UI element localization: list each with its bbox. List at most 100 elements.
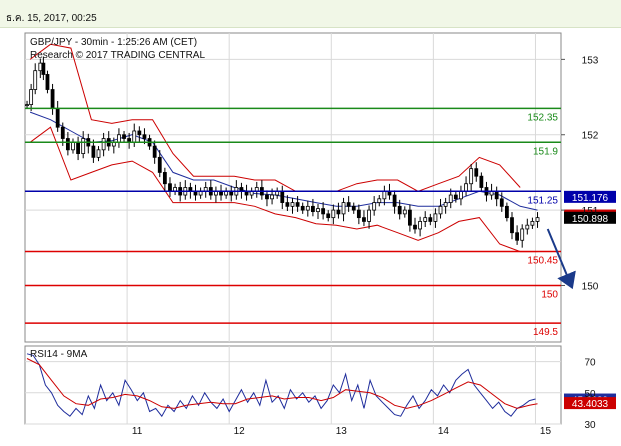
- candle-body: [76, 141, 80, 154]
- price-grid: [25, 33, 561, 342]
- candle-body: [418, 221, 423, 230]
- candle-body: [459, 190, 463, 200]
- candle-body: [321, 208, 326, 215]
- candle-body: [367, 209, 371, 222]
- candle-body: [504, 205, 509, 219]
- price-tag-label: 151.176: [572, 193, 609, 204]
- candle-body: [316, 208, 320, 213]
- candle-body: [65, 138, 70, 151]
- candle-body: [336, 209, 341, 215]
- candle-body: [71, 141, 75, 151]
- candle-body: [448, 194, 453, 203]
- candle-body: [474, 168, 479, 177]
- candle-body: [290, 202, 295, 207]
- rsi-tags: 45.683943.4033: [564, 393, 616, 410]
- candle-body: [530, 221, 535, 226]
- candle-body: [132, 130, 137, 143]
- candle-body: [81, 138, 86, 154]
- candle-body: [535, 217, 540, 222]
- candle-body: [326, 213, 331, 219]
- candle-body: [346, 202, 351, 207]
- candle-body: [469, 168, 474, 185]
- price-panel: [24, 32, 562, 343]
- candle-body: [142, 134, 147, 139]
- price-axis-label: 151: [582, 206, 599, 217]
- candle-body: [341, 202, 346, 215]
- candle-body: [453, 194, 458, 200]
- chart-title: GBP/JPY - 30min - 1:25:26 AM (CET): [30, 37, 197, 48]
- candle-body: [407, 209, 412, 226]
- candle-body: [168, 183, 172, 192]
- level-label: 151.25: [527, 195, 558, 206]
- candle-body: [433, 213, 438, 222]
- candle-body: [162, 172, 167, 185]
- bollinger-upper-line: [29, 43, 521, 192]
- candle-body: [382, 190, 387, 200]
- candle-body: [520, 228, 525, 241]
- candle-body: [428, 217, 433, 222]
- candle-body: [438, 205, 443, 215]
- rsi-lines: [26, 353, 538, 418]
- price-axis: 153 152 151 150: [561, 55, 599, 292]
- rsi-panel: [24, 345, 562, 425]
- candle-body: [377, 198, 382, 203]
- price-tag-bg: [564, 211, 616, 224]
- level-label: 149.5: [533, 327, 558, 338]
- candle-body: [295, 202, 300, 207]
- candle-body: [305, 205, 310, 211]
- candle-body: [41, 62, 46, 75]
- candle-body: [397, 205, 402, 215]
- candle-body: [157, 156, 162, 173]
- price-axis-label: 152: [582, 131, 599, 142]
- candle-body: [91, 145, 96, 158]
- time-axis: 11 12 13 14 15: [132, 426, 552, 437]
- rsi-axis-label: 70: [584, 358, 596, 369]
- rsi-tag-bg: [564, 397, 616, 410]
- candle-body: [494, 190, 499, 200]
- time-axis-label: 15: [540, 426, 552, 437]
- candle-body: [515, 232, 519, 241]
- candle-body: [510, 217, 514, 234]
- candle-body: [300, 205, 305, 211]
- candle-body: [525, 224, 530, 230]
- candle-body: [280, 190, 285, 203]
- candle-body: [285, 202, 290, 207]
- candle-body: [55, 107, 60, 128]
- level-label: 150.45: [527, 256, 558, 267]
- rsi-axis-label: 50: [584, 389, 596, 400]
- support-resistance-levels: 152.35 151.9 151.25 150.45 150 149.5: [25, 107, 561, 338]
- price-tag-bg: [564, 190, 616, 203]
- candle-body: [413, 224, 417, 230]
- forecast-arrow: [546, 228, 576, 290]
- rsi-title: RSI14 - 9MA: [30, 349, 88, 360]
- candle-body: [351, 205, 356, 211]
- candle-body: [372, 202, 377, 211]
- time-axis-label: 12: [234, 426, 246, 437]
- price-axis-label: 150: [582, 281, 599, 292]
- time-axis-label: 14: [438, 426, 450, 437]
- level-label: 152.35: [527, 112, 558, 123]
- candle-body: [499, 198, 504, 207]
- time-axis-label: 13: [336, 426, 348, 437]
- candle-body: [356, 209, 361, 219]
- candle-body: [331, 209, 336, 219]
- candle-body: [265, 194, 269, 200]
- top-bar: ธ.ค. 15, 2017, 00:25: [0, 0, 621, 28]
- candle-body: [464, 183, 468, 192]
- time-axis-label: 11: [132, 426, 143, 437]
- candle-body: [96, 149, 101, 158]
- rsi-tag-label: 43.4033: [572, 399, 609, 410]
- candle-body: [270, 194, 274, 200]
- rsi-axis: 70 50 30: [584, 358, 596, 431]
- rsi-axis-label: 30: [584, 420, 596, 431]
- candle-body: [38, 62, 43, 72]
- chart-subtitle: Research © 2017 TRADING CENTRAL: [30, 50, 205, 61]
- candle-body: [152, 145, 157, 158]
- candle-body: [25, 104, 29, 106]
- candle-body: [392, 194, 397, 207]
- candle-body: [311, 205, 315, 213]
- candle-body: [60, 126, 65, 139]
- candle-body: [423, 217, 428, 222]
- candle-body: [33, 70, 38, 90]
